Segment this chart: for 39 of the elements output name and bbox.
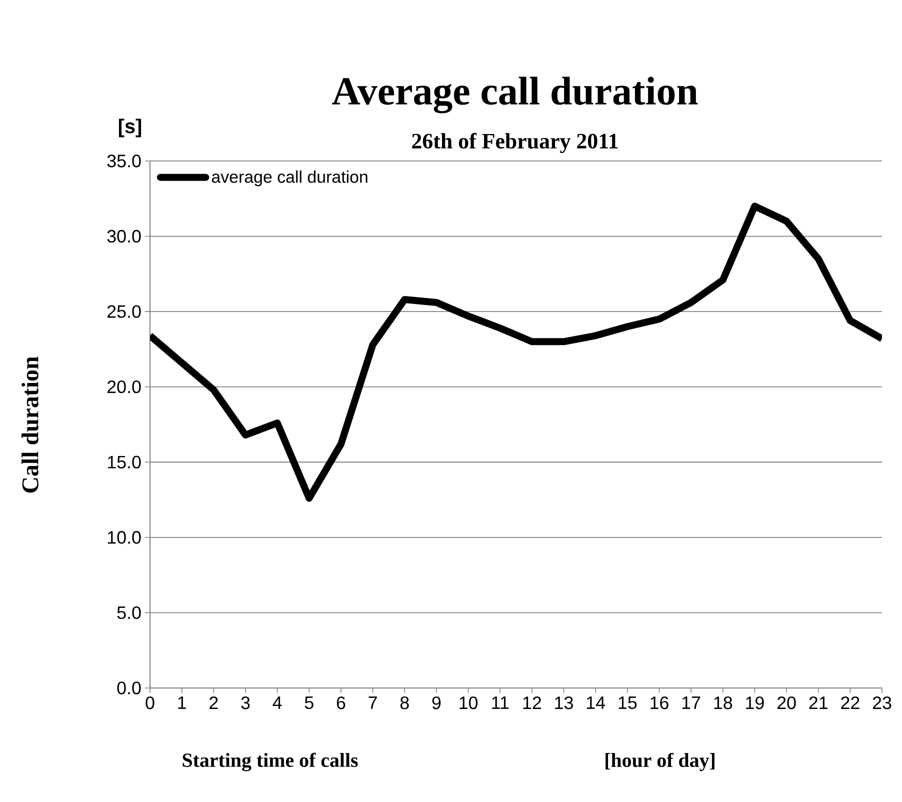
x-tick-label: 19: [746, 696, 764, 710]
x-tick-label: 6: [336, 696, 346, 710]
x-axis-title: Starting time of calls: [182, 752, 358, 772]
y-tick-label: 25.0: [107, 305, 141, 318]
x-tick-label: 13: [555, 696, 573, 710]
chart-title: Average call duration: [332, 76, 698, 114]
x-tick-label: 12: [523, 696, 541, 710]
y-tick-label: 5.0: [117, 606, 141, 620]
x-tick-label: 4: [272, 696, 282, 709]
x-tick-label: 9: [432, 696, 441, 710]
x-tick-label: 22: [841, 696, 860, 710]
x-tick-label: 10: [460, 696, 478, 710]
x-tick-label: 11: [492, 696, 509, 709]
y-tick-label: 35.0: [107, 154, 141, 168]
x-tick-label: 21: [809, 696, 828, 710]
x-tick-label: 8: [400, 696, 409, 710]
y-tick-label: 30.0: [107, 230, 141, 243]
x-tick-label: 0: [146, 696, 154, 710]
legend-label: average call duration: [212, 170, 368, 186]
y-tick-label: 15.0: [108, 456, 141, 468]
y-axis-title: Call duration: [22, 356, 38, 493]
x-tick-label: 18: [714, 696, 732, 710]
x-tick-label: 7: [368, 696, 377, 709]
x-tick-label: 23: [872, 696, 892, 710]
x-tick-label: 20: [777, 696, 796, 710]
y-tick-label: 0.0: [117, 682, 141, 694]
x-tick-label: 17: [682, 696, 700, 709]
x-tick-label: 1: [178, 696, 186, 709]
x-tick-label: 16: [650, 696, 668, 710]
x-tick-label: 3: [241, 696, 250, 710]
x-tick-label: 2: [210, 696, 218, 710]
x-tick-label: 14: [586, 696, 606, 709]
text: [s]: [118, 118, 142, 138]
y-tick-label: 20.0: [107, 380, 141, 394]
chart-subtitle: 26th of February 2011: [412, 132, 618, 154]
x-tick-label: 15: [618, 696, 637, 710]
x-tick-label: 5: [304, 696, 314, 710]
text: [hour of day]: [606, 752, 714, 772]
y-tick-label: 10.0: [108, 531, 141, 544]
